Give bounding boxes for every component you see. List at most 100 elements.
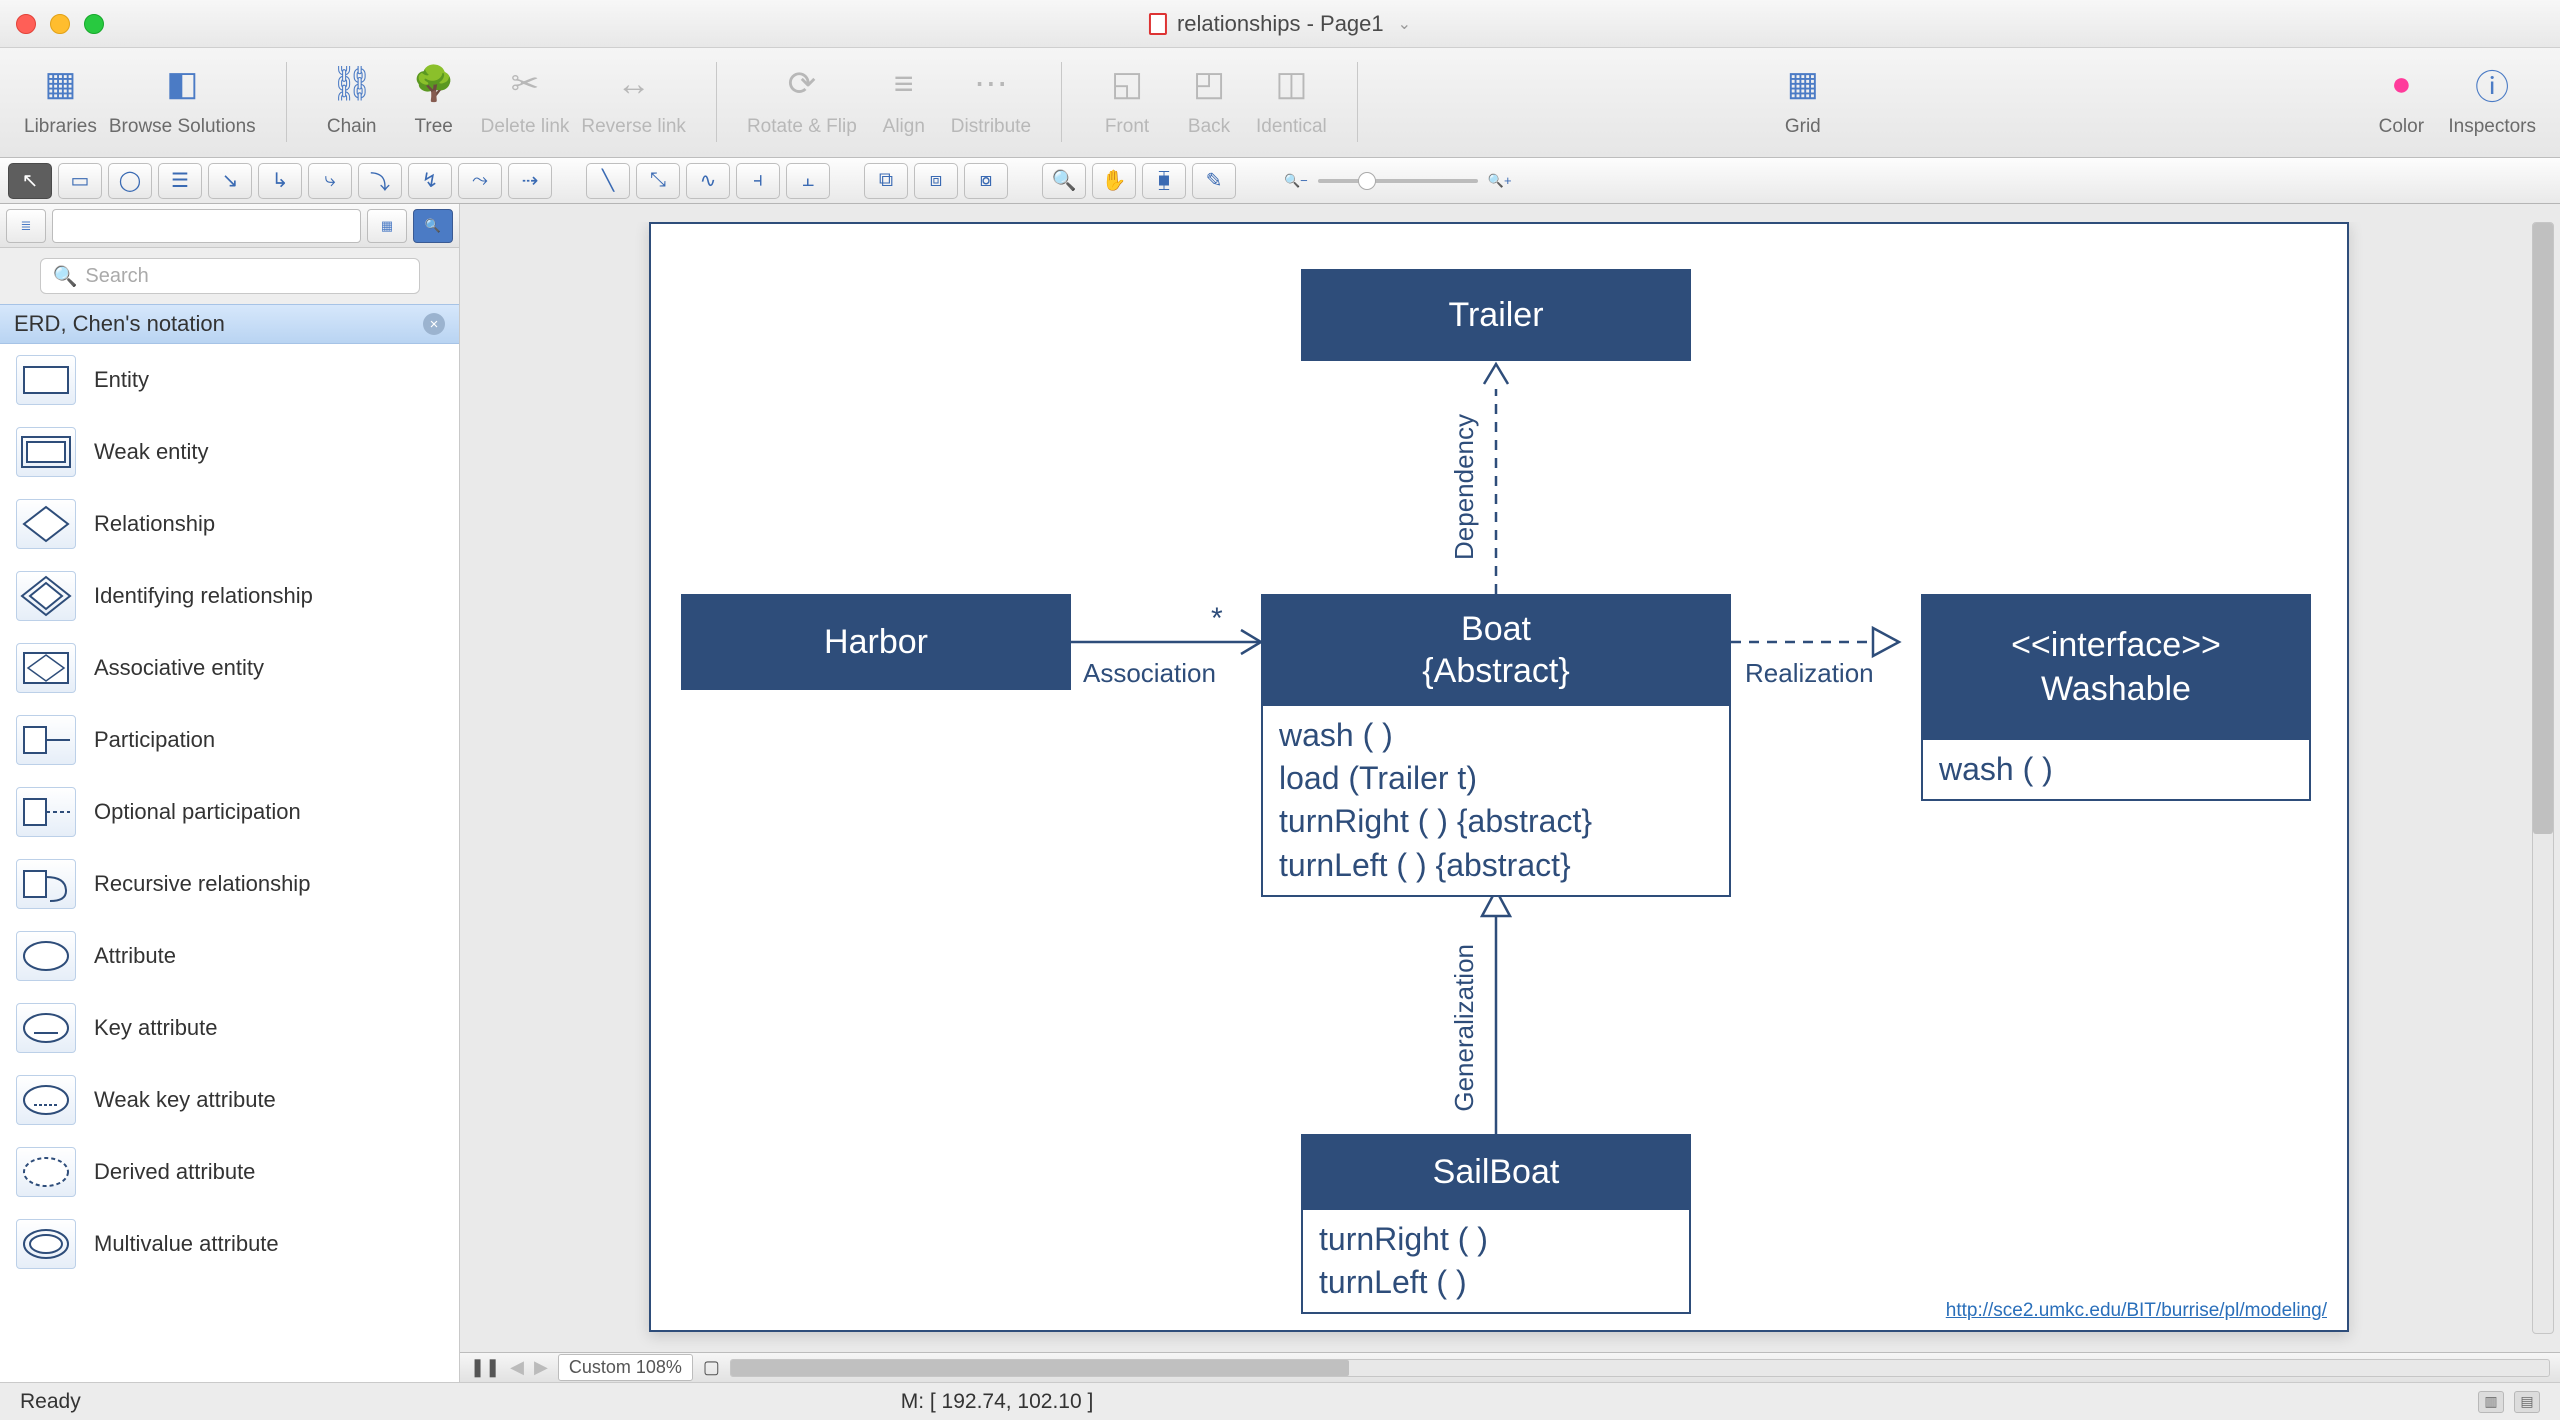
shape-optional-participation-icon [16,787,76,837]
tree-button[interactable]: 🌳Tree [393,56,475,138]
close-window-button[interactable] [16,14,36,34]
shape-key-attribute[interactable]: Key attribute [0,992,459,1064]
shape-relationship-icon [16,499,76,549]
vertical-scrollbar[interactable] [2532,222,2554,1334]
node-boat[interactable]: Boat {Abstract} wash ( )load (Trailer t)… [1261,594,1731,897]
shape-weak-key-attribute[interactable]: Weak key attribute [0,1064,459,1136]
shape-weak-key-attribute-icon [16,1075,76,1125]
node-washable[interactable]: <<interface>> Washable wash ( ) [1921,594,2311,801]
sidebar-search-button[interactable]: 🔍 [413,209,453,243]
status-icon-2[interactable]: ▤ [2514,1391,2540,1413]
reverse-link-icon: ↔ [610,60,658,108]
node-boat-subtitle: {Abstract} [1422,650,1569,693]
zoom-level-display[interactable]: Custom 108% [558,1354,693,1381]
shape-entity[interactable]: Entity [0,344,459,416]
chain-button[interactable]: ⛓Chain [311,56,393,138]
minimize-window-button[interactable] [50,14,70,34]
shape-associative-entity[interactable]: Associative entity [0,632,459,704]
zoom-tool[interactable]: 🔍 [1042,163,1086,199]
node-sailboat-methods: turnRight ( )turnLeft ( ) [1301,1210,1691,1314]
page-prev-icon[interactable]: ◀ [510,1357,524,1378]
search-icon: 🔍 [53,264,78,289]
sidebar-address-field[interactable] [52,209,361,243]
method-line: turnLeft ( ) {abstract} [1279,844,1713,887]
shape-multivalue-attribute[interactable]: Multivalue attribute [0,1208,459,1280]
line-tool-4[interactable]: ⫞ [736,163,780,199]
line-tool-2[interactable]: ⤡ [636,163,680,199]
identical-button-label: Identical [1256,116,1327,138]
shape-optional-participation[interactable]: Optional participation [0,776,459,848]
window-title-text: relationships - Page1 [1177,11,1384,37]
edit-tool-2[interactable]: ⧈ [914,163,958,199]
status-icon-1[interactable]: ▥ [2478,1391,2504,1413]
shape-derived-attribute[interactable]: Derived attribute [0,1136,459,1208]
shape-attribute-label: Attribute [94,943,176,969]
edit-tool-1[interactable]: ⧉ [864,163,908,199]
hand-tool[interactable]: ✋ [1092,163,1136,199]
connector-tool-5[interactable]: ↯ [408,163,452,199]
text-tool[interactable]: ☰ [158,163,202,199]
stamp-tool[interactable]: ⧯ [1142,163,1186,199]
connector-tool-2[interactable]: ↳ [258,163,302,199]
browse-solutions-button[interactable]: ◧Browse Solutions [103,56,262,138]
shape-identifying-relationship[interactable]: Identifying relationship [0,560,459,632]
page-pause-icon[interactable]: ❚❚ [470,1357,500,1378]
libraries-button-label: Libraries [24,116,97,138]
rotate-flip-icon: ⟳ [778,60,826,108]
color-button[interactable]: ●Color [2360,56,2442,138]
zoom-window-button[interactable] [84,14,104,34]
shape-recursive-relationship[interactable]: Recursive relationship [0,848,459,920]
shape-weak-entity-icon [16,427,76,477]
rotate-flip-button-label: Rotate & Flip [747,116,857,138]
connector-tool-3[interactable]: ⤷ [308,163,352,199]
inspectors-button[interactable]: ⓘInspectors [2442,56,2542,138]
zoom-out-icon[interactable]: 🔍− [1284,173,1308,189]
shape-recursive-relationship-icon [16,859,76,909]
node-trailer[interactable]: Trailer [1301,269,1691,361]
horizontal-scrollbar[interactable] [730,1359,2550,1377]
zoom-slider-track[interactable] [1318,179,1478,183]
search-input[interactable]: 🔍 Search [40,258,420,294]
rect-tool[interactable]: ▭ [58,163,102,199]
shape-participation[interactable]: Participation [0,704,459,776]
connector-tool-4[interactable]: ⤵ [358,163,402,199]
zoom-stepper-icon[interactable]: ▢ [703,1357,720,1378]
pointer-tool[interactable]: ↖ [8,163,52,199]
page-next-icon[interactable]: ▶ [534,1357,548,1378]
eyedropper-tool[interactable]: ✎ [1192,163,1236,199]
delete-link-icon: ✂ [501,60,549,108]
reverse-link-button: ↔Reverse link [575,56,692,138]
line-tool-5[interactable]: ⫠ [786,163,830,199]
edit-tool-3[interactable]: ⧇ [964,163,1008,199]
canvas-scroll[interactable]: Trailer Harbor Boat {Abstract} wash ( )l… [478,222,2520,1352]
node-harbor[interactable]: Harbor [681,594,1071,690]
diagram-footer-link[interactable]: http://sce2.umkc.edu/BIT/burrise/pl/mode… [1946,1300,2327,1322]
shape-identifying-relationship-label: Identifying relationship [94,583,313,609]
line-tool-1[interactable]: ╲ [586,163,630,199]
connector-tool-6[interactable]: ⤳ [458,163,502,199]
window-title: relationships - Page1 ⌄ [1149,11,1411,37]
title-dropdown-icon[interactable]: ⌄ [1398,14,1411,34]
connector-tool-7[interactable]: ⇢ [508,163,552,199]
diagram-page[interactable]: Trailer Harbor Boat {Abstract} wash ( )l… [649,222,2349,1332]
connector-tool-1[interactable]: ↘ [208,163,252,199]
sidebar-tree-button[interactable]: ≣ [6,209,46,243]
shape-weak-entity[interactable]: Weak entity [0,416,459,488]
libraries-button[interactable]: ▦Libraries [18,56,103,138]
sidebar-section-close-icon[interactable]: × [423,313,445,335]
document-icon [1149,13,1167,35]
node-washable-stereotype: <<interface>> [2011,623,2221,667]
zoom-slider[interactable]: 🔍− 🔍+ [1284,173,1512,189]
shape-relationship[interactable]: Relationship [0,488,459,560]
zoom-in-icon[interactable]: 🔍+ [1488,173,1512,189]
shape-derived-attribute-icon [16,1147,76,1197]
sidebar-section-header[interactable]: ERD, Chen's notation × [0,304,459,344]
line-tool-3[interactable]: ∿ [686,163,730,199]
ellipse-tool[interactable]: ◯ [108,163,152,199]
node-sailboat[interactable]: SailBoat turnRight ( )turnLeft ( ) [1301,1134,1691,1314]
edge-label-realization: Realization [1745,658,1874,689]
sidebar-grid-button[interactable]: ▦ [367,209,407,243]
shape-attribute[interactable]: Attribute [0,920,459,992]
grid-button[interactable]: ▦Grid [1762,56,1844,138]
color-button-label: Color [2379,116,2424,138]
